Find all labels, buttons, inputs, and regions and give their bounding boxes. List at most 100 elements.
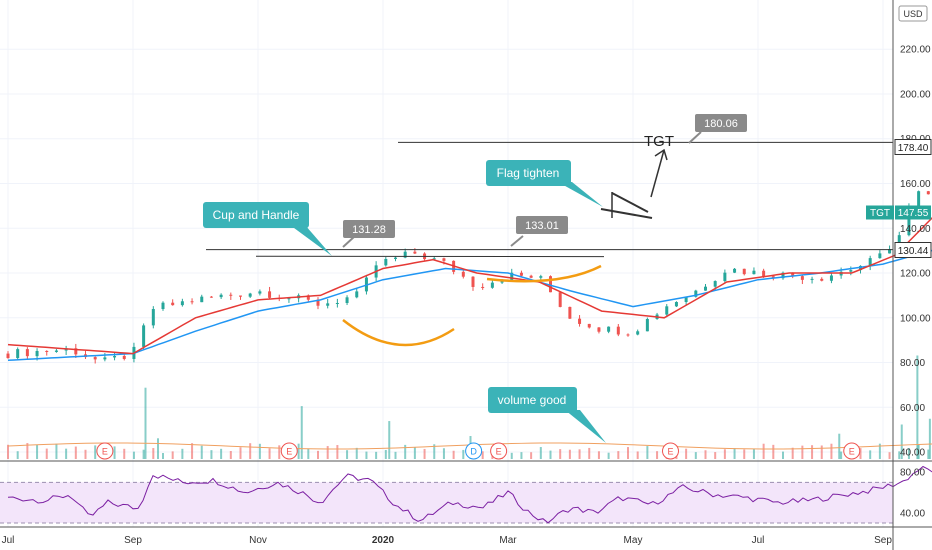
earnings-marker[interactable]: E xyxy=(843,442,861,460)
volume-bar xyxy=(132,451,135,459)
candle-body xyxy=(413,251,417,254)
candle-body xyxy=(917,191,921,208)
volume-bar xyxy=(530,452,533,459)
candle-body xyxy=(471,276,475,287)
target-text: TGT xyxy=(644,133,674,150)
label-133-01-text: 133.01 xyxy=(525,220,559,232)
candle-body xyxy=(25,349,29,357)
time-tick-label: Sep xyxy=(874,535,892,546)
flag-tighten-callout[interactable]: Flag tighten xyxy=(486,160,603,207)
target-arrow[interactable] xyxy=(650,148,668,198)
earnings-markers[interactable]: EEDEEEE xyxy=(96,442,932,460)
volume-bar xyxy=(830,443,833,459)
label-180-06[interactable]: 180.06 xyxy=(688,114,747,144)
rsi-line xyxy=(7,465,932,524)
marker-label: D xyxy=(470,447,477,457)
candle-body xyxy=(355,291,359,298)
volume-bar xyxy=(917,444,920,459)
candle-body xyxy=(394,257,397,259)
earnings-marker[interactable]: E xyxy=(662,442,679,460)
candle-body xyxy=(636,331,640,335)
candle-body xyxy=(607,326,611,332)
volume-bar xyxy=(898,451,901,459)
price-tick-label: 160.00 xyxy=(900,179,931,190)
volume-bar xyxy=(520,452,523,459)
last-price-tag: TGT 147.55 xyxy=(866,205,931,220)
volume-bar xyxy=(375,451,378,459)
time-axis[interactable]: JulSepNov2020MarMayJulSepNov2021 xyxy=(2,535,932,546)
volume-bar xyxy=(568,449,571,459)
candle-body xyxy=(810,278,814,280)
volume-bar xyxy=(326,446,329,459)
earnings-marker[interactable]: E xyxy=(280,442,298,460)
volume-bar xyxy=(162,452,164,459)
price-tick-label: 60.00 xyxy=(900,403,925,414)
volume-bar xyxy=(617,451,620,459)
label-133-01[interactable]: 133.01 xyxy=(510,216,568,247)
volume-bar xyxy=(888,452,891,459)
volume-spike xyxy=(388,421,391,459)
candle-body xyxy=(229,294,233,296)
candle-body xyxy=(171,302,175,306)
candle-body xyxy=(239,295,242,297)
candle-body xyxy=(868,258,872,266)
volume-bar xyxy=(404,444,407,459)
candle-body xyxy=(219,294,223,298)
volume-bar xyxy=(762,443,765,459)
price-axis[interactable]: 40.00 60.00 80.00 100.00 120.00 140.00 160.00 1… xyxy=(900,45,931,520)
candle-body xyxy=(674,302,678,307)
marker-circle xyxy=(490,442,508,460)
volume-bar xyxy=(45,448,48,459)
volume-bar xyxy=(239,447,242,459)
volume-bar xyxy=(656,451,659,459)
volume-bar xyxy=(714,452,717,459)
label-131-28[interactable]: 131.28 xyxy=(342,220,395,248)
marker-label: E xyxy=(496,447,502,457)
volume-bar xyxy=(607,452,610,459)
volume-bar xyxy=(346,450,349,459)
candle-body xyxy=(578,318,582,324)
volume-bar xyxy=(74,446,77,459)
candle-body xyxy=(35,350,39,357)
rsi-path xyxy=(7,465,932,524)
label-180-06-text: 180.06 xyxy=(704,118,738,130)
cup-and-handle-text: Cup and Handle xyxy=(213,208,300,222)
price-tick-label: 200.00 xyxy=(900,89,931,100)
price-tick-label: 220.00 xyxy=(900,45,931,56)
currency-badge[interactable]: USD xyxy=(898,5,928,22)
cup-and-handle-callout[interactable]: Cup and Handle xyxy=(203,202,332,256)
candle-body xyxy=(713,281,717,287)
volume-bar xyxy=(191,443,194,459)
volume-bar xyxy=(210,450,213,459)
price-tick-label: 120.00 xyxy=(900,269,931,280)
price-tick-label: 140.00 xyxy=(900,224,931,235)
candle-body xyxy=(616,326,620,335)
candle-body xyxy=(800,276,804,280)
volume-bar xyxy=(365,451,368,459)
earnings-marker[interactable]: E xyxy=(96,442,114,460)
volume-bar xyxy=(597,451,600,459)
moving-averages xyxy=(7,217,932,362)
candle-body xyxy=(122,355,126,359)
candle-body xyxy=(268,291,272,298)
last-price-text: 147.55 xyxy=(898,208,929,219)
volume-bar xyxy=(723,449,726,459)
earnings-marker[interactable]: E xyxy=(490,442,508,460)
volume-bar xyxy=(452,450,455,459)
volume-bar xyxy=(539,447,542,459)
volume-bar xyxy=(278,445,281,459)
volume-bar xyxy=(394,451,397,459)
candle-body xyxy=(113,355,117,358)
volume-bar xyxy=(462,449,465,459)
volume-good-callout[interactable]: volume good xyxy=(488,387,606,443)
volume-bar xyxy=(268,448,271,459)
candle-body xyxy=(771,276,775,279)
volume-bar xyxy=(181,448,184,459)
candle-body xyxy=(878,253,882,259)
volume-bar xyxy=(685,448,688,459)
candle-body xyxy=(519,272,523,276)
earnings-marker[interactable]: D xyxy=(465,442,483,460)
candle-body xyxy=(907,207,911,236)
candle-body xyxy=(16,349,20,359)
